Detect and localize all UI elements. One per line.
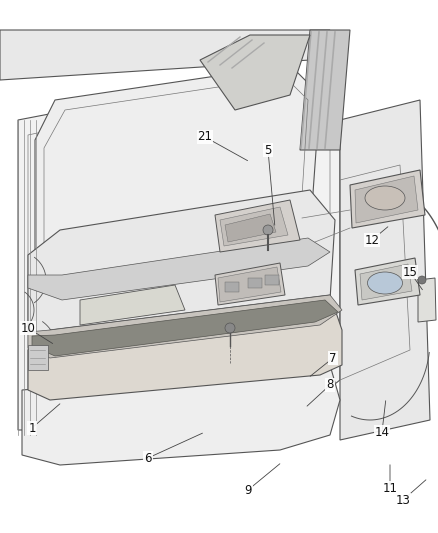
- Polygon shape: [80, 285, 185, 325]
- Polygon shape: [355, 258, 420, 305]
- Polygon shape: [28, 238, 330, 300]
- Text: 6: 6: [144, 451, 152, 464]
- Circle shape: [263, 225, 273, 235]
- Ellipse shape: [367, 272, 403, 294]
- Polygon shape: [215, 200, 300, 252]
- Polygon shape: [0, 30, 330, 80]
- Polygon shape: [28, 190, 335, 340]
- Text: 7: 7: [329, 351, 337, 365]
- Ellipse shape: [365, 186, 405, 210]
- Bar: [28, 345, 48, 370]
- Polygon shape: [28, 295, 342, 358]
- Polygon shape: [225, 214, 276, 242]
- Polygon shape: [32, 300, 338, 356]
- Circle shape: [418, 276, 426, 284]
- Bar: [225, 282, 239, 292]
- Text: 21: 21: [198, 131, 212, 143]
- Polygon shape: [360, 264, 412, 300]
- Polygon shape: [220, 207, 288, 246]
- Polygon shape: [355, 176, 418, 223]
- Polygon shape: [218, 267, 281, 302]
- Polygon shape: [200, 35, 310, 110]
- Bar: [265, 275, 279, 285]
- Polygon shape: [35, 65, 320, 280]
- Text: 8: 8: [326, 378, 334, 392]
- Text: 15: 15: [403, 265, 417, 279]
- Polygon shape: [22, 365, 340, 465]
- Polygon shape: [418, 278, 436, 322]
- Text: 9: 9: [244, 483, 252, 497]
- Text: 14: 14: [374, 425, 389, 439]
- Polygon shape: [18, 85, 340, 430]
- Text: 12: 12: [364, 233, 379, 246]
- Text: 13: 13: [396, 494, 410, 506]
- Polygon shape: [215, 263, 285, 305]
- Polygon shape: [350, 170, 425, 228]
- Text: 11: 11: [382, 481, 398, 495]
- Circle shape: [225, 323, 235, 333]
- Text: 5: 5: [264, 143, 272, 157]
- Polygon shape: [300, 30, 350, 150]
- Text: 10: 10: [21, 321, 35, 335]
- Bar: [248, 278, 262, 288]
- Text: 1: 1: [28, 422, 36, 434]
- Polygon shape: [28, 295, 342, 400]
- Polygon shape: [340, 100, 430, 440]
